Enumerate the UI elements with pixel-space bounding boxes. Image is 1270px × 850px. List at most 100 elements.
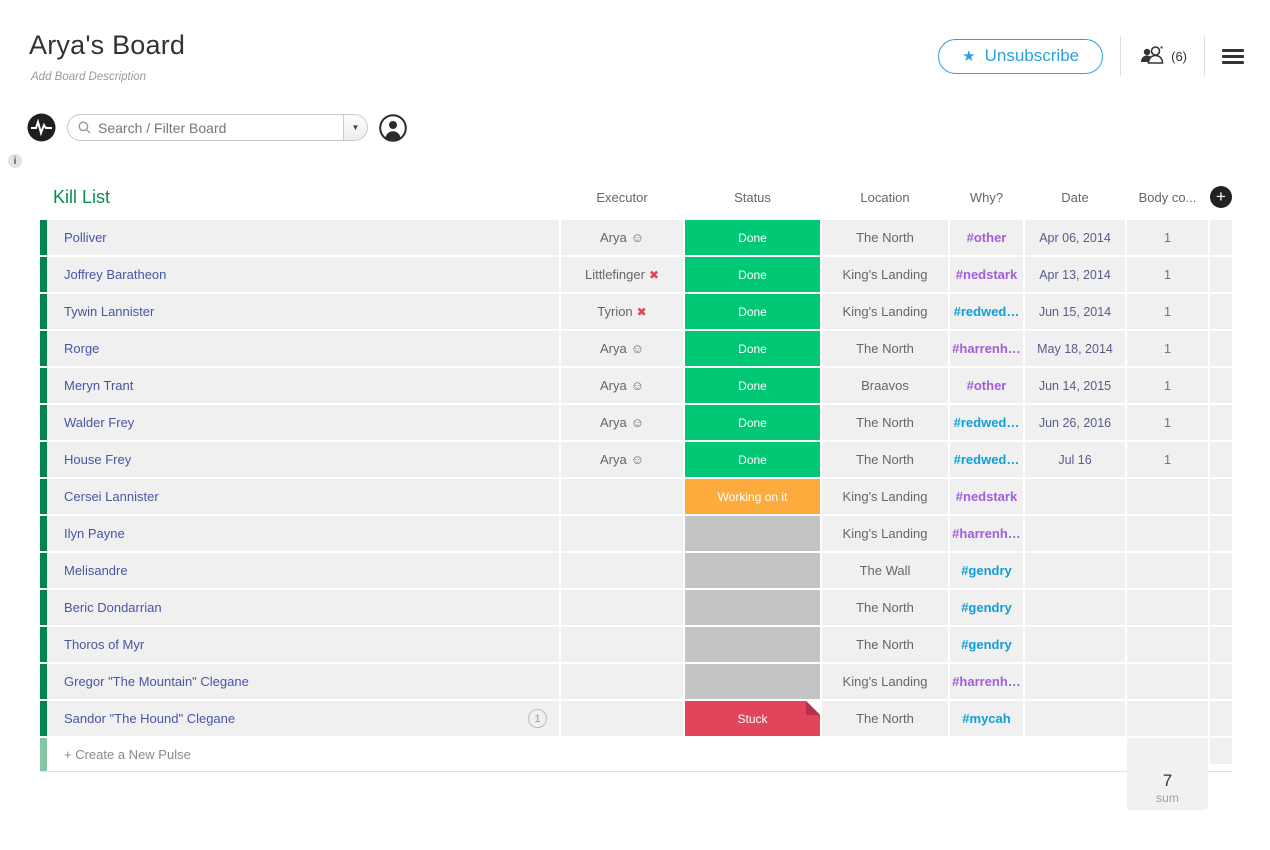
pulse-name-cell[interactable]: Sandor "The Hound" Clegane 1 bbox=[47, 701, 559, 736]
executor-cell[interactable]: Arya ☺ bbox=[561, 331, 683, 366]
remove-x-icon[interactable]: ✖ bbox=[648, 267, 660, 282]
bodycount-cell[interactable] bbox=[1127, 590, 1208, 625]
why-tag-cell[interactable]: #harrenh… bbox=[950, 664, 1023, 699]
bodycount-cell[interactable]: 1 bbox=[1127, 405, 1208, 440]
create-pulse-row[interactable]: + Create a New Pulse bbox=[40, 738, 1232, 772]
location-cell[interactable]: King's Landing bbox=[822, 664, 948, 699]
why-tag-cell[interactable]: #nedstark bbox=[950, 479, 1023, 514]
executor-cell[interactable] bbox=[561, 664, 683, 699]
bodycount-cell[interactable]: 1 bbox=[1127, 294, 1208, 329]
bodycount-cell[interactable] bbox=[1127, 701, 1208, 736]
status-cell[interactable] bbox=[685, 516, 820, 551]
pulse-name-cell[interactable]: House Frey bbox=[47, 442, 559, 477]
search-dropdown-button[interactable]: ▼ bbox=[343, 115, 367, 140]
location-cell[interactable]: The North bbox=[822, 405, 948, 440]
location-cell[interactable]: The North bbox=[822, 590, 948, 625]
why-tag-cell[interactable]: #other bbox=[950, 368, 1023, 403]
unsubscribe-button[interactable]: ★ Unsubscribe bbox=[938, 38, 1104, 74]
date-cell[interactable]: Apr 13, 2014 bbox=[1025, 257, 1125, 292]
status-cell[interactable] bbox=[685, 590, 820, 625]
why-tag-cell[interactable]: #harrenh… bbox=[950, 331, 1023, 366]
bodycount-cell[interactable]: 1 bbox=[1127, 442, 1208, 477]
date-cell[interactable]: May 18, 2014 bbox=[1025, 331, 1125, 366]
status-cell[interactable]: Working on it bbox=[685, 479, 820, 514]
column-header-date[interactable]: Date bbox=[1061, 189, 1089, 205]
bodycount-cell[interactable] bbox=[1127, 479, 1208, 514]
pulse-name-cell[interactable]: Beric Dondarrian bbox=[47, 590, 559, 625]
status-cell[interactable]: Done bbox=[685, 331, 820, 366]
board-description[interactable]: Add Board Description bbox=[31, 71, 147, 83]
location-cell[interactable]: The Wall bbox=[822, 553, 948, 588]
bodycount-cell[interactable] bbox=[1127, 627, 1208, 662]
executor-cell[interactable] bbox=[561, 479, 683, 514]
pulse-name-cell[interactable]: Ilyn Payne bbox=[47, 516, 559, 551]
why-tag-cell[interactable]: #harrenh… bbox=[950, 516, 1023, 551]
date-cell[interactable] bbox=[1025, 664, 1125, 699]
info-icon[interactable]: i bbox=[8, 154, 22, 168]
why-tag-cell[interactable]: #other bbox=[950, 220, 1023, 255]
why-tag-cell[interactable]: #nedstark bbox=[950, 257, 1023, 292]
column-header-location[interactable]: Location bbox=[860, 189, 910, 205]
bodycount-cell[interactable]: 1 bbox=[1127, 257, 1208, 292]
date-cell[interactable] bbox=[1025, 516, 1125, 551]
executor-cell[interactable] bbox=[561, 553, 683, 588]
date-cell[interactable]: Jul 16 bbox=[1025, 442, 1125, 477]
executor-cell[interactable]: Arya ☺ bbox=[561, 368, 683, 403]
status-cell[interactable]: Done bbox=[685, 405, 820, 440]
location-cell[interactable]: The North bbox=[822, 331, 948, 366]
location-cell[interactable]: The North bbox=[822, 220, 948, 255]
column-header-status[interactable]: Status bbox=[734, 189, 771, 205]
status-cell[interactable]: Done bbox=[685, 294, 820, 329]
bodycount-cell[interactable] bbox=[1127, 516, 1208, 551]
pulse-activity-icon[interactable] bbox=[27, 113, 56, 142]
executor-cell[interactable] bbox=[561, 516, 683, 551]
executor-cell[interactable]: Arya ☺ bbox=[561, 405, 683, 440]
bodycount-cell[interactable]: 1 bbox=[1127, 220, 1208, 255]
executor-cell[interactable]: Arya ☺ bbox=[561, 220, 683, 255]
why-tag-cell[interactable]: #redwed… bbox=[950, 405, 1023, 440]
date-cell[interactable]: Jun 14, 2015 bbox=[1025, 368, 1125, 403]
pulse-name-cell[interactable]: Walder Frey bbox=[47, 405, 559, 440]
location-cell[interactable]: The North bbox=[822, 442, 948, 477]
pulse-name-cell[interactable]: Polliver bbox=[47, 220, 559, 255]
pulse-name-cell[interactable]: Cersei Lannister bbox=[47, 479, 559, 514]
date-cell[interactable] bbox=[1025, 701, 1125, 736]
bodycount-cell[interactable]: 1 bbox=[1127, 368, 1208, 403]
board-members[interactable]: (6) bbox=[1138, 45, 1187, 67]
date-cell[interactable] bbox=[1025, 553, 1125, 588]
pulse-name-cell[interactable]: Meryn Trant bbox=[47, 368, 559, 403]
avatar-icon[interactable] bbox=[379, 113, 407, 142]
date-cell[interactable]: Apr 06, 2014 bbox=[1025, 220, 1125, 255]
status-cell[interactable]: Done bbox=[685, 442, 820, 477]
column-header-why[interactable]: Why? bbox=[969, 189, 1004, 205]
status-cell[interactable] bbox=[685, 664, 820, 699]
date-cell[interactable] bbox=[1025, 627, 1125, 662]
status-cell[interactable]: Done bbox=[685, 257, 820, 292]
menu-icon[interactable] bbox=[1222, 48, 1244, 64]
why-tag-cell[interactable]: #redwed… bbox=[950, 442, 1023, 477]
location-cell[interactable]: The North bbox=[822, 701, 948, 736]
pulse-name-cell[interactable]: Joffrey Baratheon bbox=[47, 257, 559, 292]
location-cell[interactable]: Braavos bbox=[822, 368, 948, 403]
location-cell[interactable]: The North bbox=[822, 627, 948, 662]
date-cell[interactable] bbox=[1025, 479, 1125, 514]
why-tag-cell[interactable]: #redwed… bbox=[950, 294, 1023, 329]
why-tag-cell[interactable]: #gendry bbox=[950, 590, 1023, 625]
date-cell[interactable]: Jun 26, 2016 bbox=[1025, 405, 1125, 440]
executor-cell[interactable]: Littlefinger ✖ bbox=[561, 257, 683, 292]
pulse-name-cell[interactable]: Melisandre bbox=[47, 553, 559, 588]
bodycount-cell[interactable] bbox=[1127, 664, 1208, 699]
location-cell[interactable]: King's Landing bbox=[822, 516, 948, 551]
location-cell[interactable]: King's Landing bbox=[822, 479, 948, 514]
why-tag-cell[interactable]: #mycah bbox=[950, 701, 1023, 736]
status-cell[interactable]: Done bbox=[685, 368, 820, 403]
remove-x-icon[interactable]: ✖ bbox=[636, 304, 647, 319]
executor-cell[interactable]: Arya ☺ bbox=[561, 442, 683, 477]
executor-cell[interactable]: Tyrion ✖ bbox=[561, 294, 683, 329]
status-cell[interactable]: Stuck bbox=[685, 701, 820, 736]
search-input[interactable] bbox=[98, 119, 343, 136]
bodycount-cell[interactable] bbox=[1127, 553, 1208, 588]
column-header-bodycount[interactable]: Body co... bbox=[1138, 189, 1197, 205]
bodycount-cell[interactable]: 1 bbox=[1127, 331, 1208, 366]
executor-cell[interactable] bbox=[561, 627, 683, 662]
